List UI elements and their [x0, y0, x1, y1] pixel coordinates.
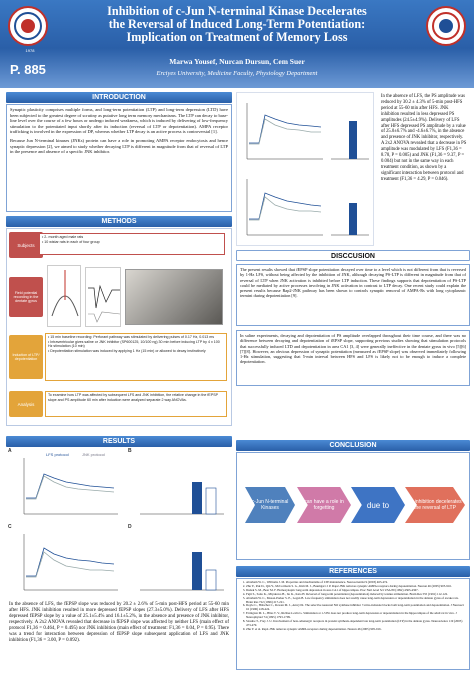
references-list: Abraham W. C., Williams J. M. Properties…	[236, 578, 470, 670]
reference-item: Fujii S., Saito K., Miyakawa H., Ito K.,…	[246, 592, 466, 597]
reference-item: Errington M. L., Bliss T. V., Richter-Le…	[246, 611, 466, 620]
induction-item: • Depotentiation stimulation was induced…	[48, 348, 206, 353]
reference-item: Abraham W. C., Williams J. M. Properties…	[246, 580, 466, 585]
poster-title: Inhibition of c-Jun N-terminal Kinase De…	[60, 5, 414, 44]
induction-item: • Intraventricular gives saline or JNK i…	[48, 339, 220, 349]
logo-year: 1978	[25, 48, 35, 53]
discussion-heading: DISCCUSION	[236, 250, 470, 261]
subjects-label: Subjects	[9, 232, 43, 258]
conclusion-step-4: its inhibition decelerates the reversal …	[405, 487, 465, 523]
electrode-schematic-drawing	[51, 270, 79, 317]
ps-bar-right-bottom	[331, 203, 369, 236]
fepsp-timecourse-plot-a	[14, 454, 122, 520]
title-line-2: the Reversal of Induced Long-Term Potent…	[108, 17, 366, 31]
conclusion-step-1: c-Jun N-terminal Kinases	[245, 487, 295, 523]
ps-amplitude-text: In the absence of LFS, the PS amplitude …	[378, 92, 470, 246]
ps-timecourse-right-bottom	[246, 179, 323, 236]
ps-bar-right-top	[331, 121, 369, 160]
subjects-item: • 10 wistar rats in each of four group	[42, 239, 100, 244]
analysis-label: Analysis	[9, 391, 43, 417]
conclusion-heading: CONCLUSION	[236, 440, 470, 451]
panel-label-d: D	[128, 524, 132, 530]
reference-item: Straube T., Frey J. U. Involvement of be…	[246, 619, 466, 628]
results-text: In the absence of LFS, the fEPSP slope w…	[6, 600, 232, 670]
field-potential-trace	[85, 267, 121, 327]
discussion-paragraph-2: In saline experiments, decaying and depo…	[236, 330, 470, 386]
title-line-1: Inhibition of c-Jun N-terminal Kinase De…	[107, 4, 367, 18]
logo-core	[21, 19, 35, 33]
title-line-3: Implication on Treatment of Memory Loss	[126, 30, 348, 44]
results-figure-left: A B C D LFS protocol JNK protocol	[6, 448, 232, 598]
ps-timecourse-plot-c	[14, 530, 122, 596]
stereotaxic-setup-photo	[125, 269, 223, 325]
field-potential-trace-drawing	[88, 284, 121, 323]
analysis-text: To examine how LTP was affected by subse…	[45, 391, 227, 417]
reference-item: Abraham W. C., Mason-Parker S. E., Logan…	[246, 596, 466, 605]
fepsp-bar-plot-b	[132, 454, 228, 520]
conclusion-step-2: can have a role in forgetting	[297, 487, 351, 523]
induction-item: • 15 min baseline recording: Perforant p…	[48, 335, 215, 339]
subjects-list: • 2- month aged male rats • 10 wistar ra…	[39, 233, 225, 255]
introduction-text: Synaptic plasticity comprises multiple f…	[6, 104, 232, 212]
intro-paragraph: Synaptic plasticity comprises multiple f…	[10, 107, 228, 135]
results-heading: RESULTS	[6, 436, 232, 447]
affiliation: Erciyes University, Medicine Faculty, Ph…	[156, 70, 318, 77]
reference-item: Zhu Y., Pak D., Qin Y., McCormack S. G.,…	[246, 584, 466, 589]
discussion-paragraph-1: The present results showed that fEPSP sl…	[236, 264, 470, 326]
logo-core	[439, 19, 453, 33]
methods-heading: METHODS	[6, 216, 232, 227]
poster-number: P. 885	[10, 62, 46, 77]
introduction-heading: INTRODUCTION	[6, 92, 232, 103]
induction-label: Induction of LTP/ depotentiation	[9, 335, 43, 379]
reference-item: Zhu Y. et al. Rap2-JNK removes synaptic …	[246, 627, 466, 632]
legend-jnk: JNK protocol	[82, 452, 105, 457]
poster-header: 1978 Inhibition of c-Jun N-terminal Kina…	[0, 0, 474, 88]
recording-label: Field potential recording in the dentate…	[9, 277, 43, 317]
university-logo-left: 1978	[8, 6, 48, 53]
logo-ring	[14, 12, 42, 40]
ps-timecourse-right-top	[246, 103, 323, 160]
results-figure-right	[236, 92, 374, 246]
conclusion-step-3: due to	[351, 487, 405, 523]
panel-label-b: B	[128, 448, 132, 454]
electrode-schematic	[47, 265, 81, 327]
faculty-logo-right	[426, 6, 466, 46]
conclusion-panel: c-Jun N-terminal Kinases can have a role…	[236, 452, 470, 560]
methods-panel: Subjects • 2- month aged male rats • 10 …	[6, 228, 232, 426]
intro-paragraph: Because Jun N-terminal kinases (JNKs) pr…	[10, 137, 228, 155]
authors: Marwa Yousef, Nurcan Dursun, Cem Suer	[169, 57, 305, 66]
induction-list: • 15 min baseline recording: Perforant p…	[45, 333, 227, 381]
reference-item: Dudek S. M., Bear M. F. Homosynaptic lon…	[246, 588, 466, 593]
panel-label-a: A	[8, 448, 12, 454]
references-heading: REFERENCES	[236, 566, 470, 577]
legend-control: LFS protocol	[46, 452, 69, 457]
reference-item: Doyle C., Hölscher C., Rowan M. J., Anwy…	[246, 604, 466, 612]
panel-label-c: C	[8, 524, 12, 530]
subjects-item: • 2- month aged male rats	[42, 235, 84, 239]
ps-bar-plot-d	[132, 530, 228, 596]
logo-ring	[432, 12, 460, 40]
